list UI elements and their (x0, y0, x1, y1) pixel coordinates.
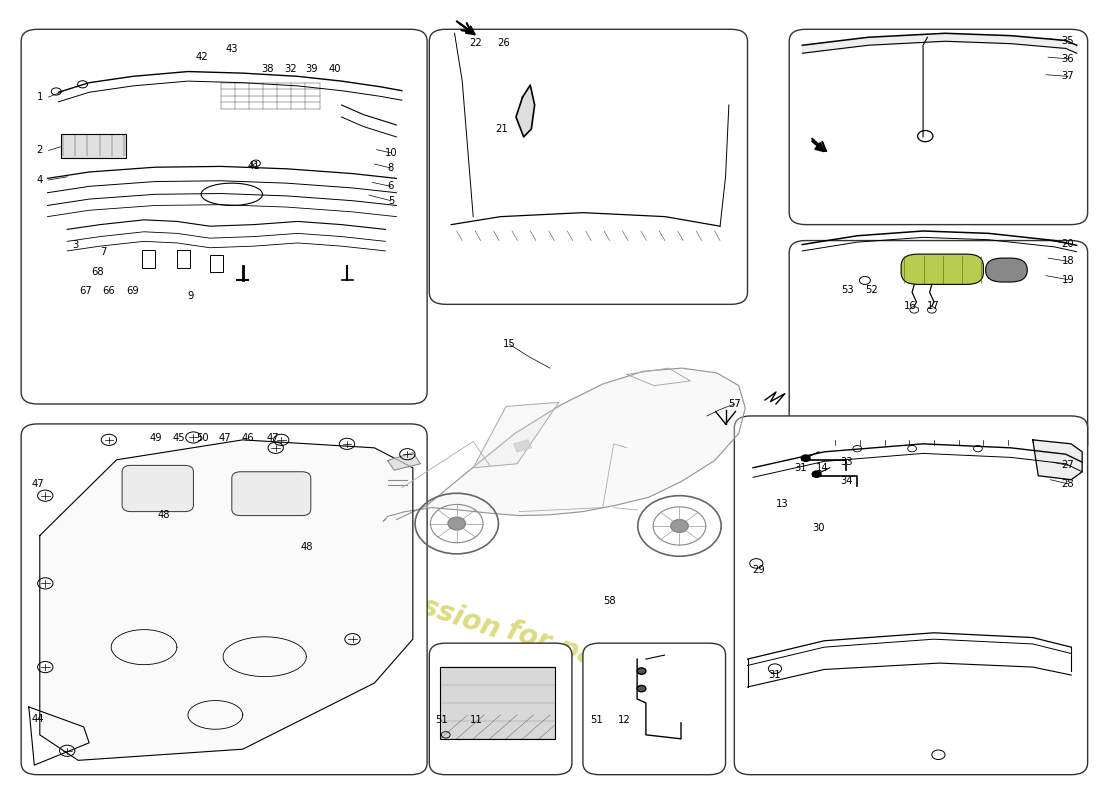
FancyBboxPatch shape (429, 643, 572, 774)
Text: 69: 69 (126, 286, 140, 296)
Text: 29: 29 (752, 565, 764, 575)
Circle shape (801, 455, 810, 462)
Text: 22: 22 (469, 38, 482, 48)
Text: 26: 26 (497, 38, 510, 48)
Text: 43: 43 (226, 44, 238, 54)
Circle shape (448, 517, 465, 530)
FancyBboxPatch shape (901, 254, 983, 285)
Text: 42: 42 (196, 52, 209, 62)
FancyBboxPatch shape (429, 30, 748, 304)
Text: 10: 10 (385, 148, 397, 158)
Circle shape (671, 519, 689, 532)
Text: 47: 47 (219, 434, 231, 443)
Text: 6: 6 (387, 182, 394, 191)
Text: 18: 18 (1062, 256, 1075, 266)
Text: 15: 15 (503, 339, 516, 349)
Circle shape (812, 471, 821, 478)
Text: 19: 19 (1062, 274, 1075, 285)
Text: 21: 21 (495, 124, 508, 134)
Bar (440, 667, 556, 739)
Text: for parts: for parts (503, 617, 641, 686)
Text: 32: 32 (285, 64, 297, 74)
Text: 35: 35 (1062, 36, 1075, 46)
FancyBboxPatch shape (789, 241, 1088, 456)
Text: 12: 12 (618, 715, 631, 726)
FancyBboxPatch shape (789, 30, 1088, 225)
Text: 4: 4 (36, 175, 43, 185)
Text: 36: 36 (1062, 54, 1075, 64)
Text: 7: 7 (100, 246, 107, 257)
Text: 5: 5 (387, 196, 394, 206)
Polygon shape (473, 402, 559, 468)
FancyBboxPatch shape (21, 30, 427, 404)
Text: 31: 31 (794, 462, 806, 473)
Text: 16: 16 (903, 301, 916, 311)
Bar (60, 134, 126, 158)
Circle shape (637, 668, 646, 674)
Text: 40: 40 (329, 64, 341, 74)
Text: 11: 11 (470, 715, 483, 726)
FancyBboxPatch shape (583, 643, 726, 774)
Polygon shape (1033, 440, 1082, 480)
Text: 31: 31 (769, 670, 781, 680)
Text: 27: 27 (1062, 460, 1075, 470)
Text: 67: 67 (79, 286, 92, 296)
Text: 47: 47 (31, 478, 44, 489)
Text: 14: 14 (816, 462, 828, 473)
FancyBboxPatch shape (232, 472, 311, 515)
Polygon shape (516, 85, 535, 137)
Text: 1: 1 (36, 92, 43, 102)
Text: 34: 34 (840, 476, 852, 486)
Bar (210, 255, 223, 273)
Text: 28: 28 (1062, 478, 1075, 489)
Polygon shape (387, 453, 420, 470)
FancyBboxPatch shape (21, 424, 427, 774)
Text: 39: 39 (306, 64, 318, 74)
FancyBboxPatch shape (122, 466, 194, 512)
Text: 13: 13 (777, 498, 789, 509)
Polygon shape (40, 440, 412, 760)
Text: 52: 52 (865, 285, 878, 295)
Text: 20: 20 (1062, 238, 1075, 249)
Text: a passion: a passion (354, 571, 504, 643)
Text: 30: 30 (813, 522, 825, 533)
Text: 9: 9 (187, 291, 194, 302)
Text: 3: 3 (72, 240, 78, 250)
Text: partes: partes (859, 329, 943, 376)
Text: 49: 49 (150, 434, 163, 443)
Text: 48: 48 (300, 542, 312, 553)
Text: 33: 33 (840, 457, 852, 467)
Text: 2: 2 (36, 146, 43, 155)
Text: 46: 46 (242, 434, 254, 443)
Circle shape (637, 686, 646, 692)
Text: 53: 53 (842, 285, 854, 295)
Text: 48: 48 (157, 510, 170, 520)
Text: 58: 58 (603, 596, 616, 606)
Text: 8: 8 (388, 163, 394, 173)
Text: 57: 57 (728, 399, 740, 409)
Bar (177, 250, 190, 268)
Text: 66: 66 (102, 286, 116, 296)
FancyBboxPatch shape (986, 258, 1027, 282)
Text: 68: 68 (91, 267, 104, 278)
Text: 17: 17 (926, 301, 939, 311)
Text: 44: 44 (31, 714, 44, 724)
Text: 51: 51 (434, 715, 448, 726)
Polygon shape (514, 440, 531, 452)
Text: 37: 37 (1062, 71, 1075, 82)
Bar (142, 250, 155, 268)
Text: 38: 38 (262, 64, 274, 74)
Text: 51: 51 (590, 715, 603, 726)
Text: 45: 45 (173, 434, 186, 443)
Text: 47: 47 (266, 434, 278, 443)
FancyBboxPatch shape (769, 468, 901, 567)
Polygon shape (383, 368, 746, 521)
Text: 41: 41 (248, 162, 260, 171)
Text: 50: 50 (196, 434, 209, 443)
FancyBboxPatch shape (735, 416, 1088, 774)
